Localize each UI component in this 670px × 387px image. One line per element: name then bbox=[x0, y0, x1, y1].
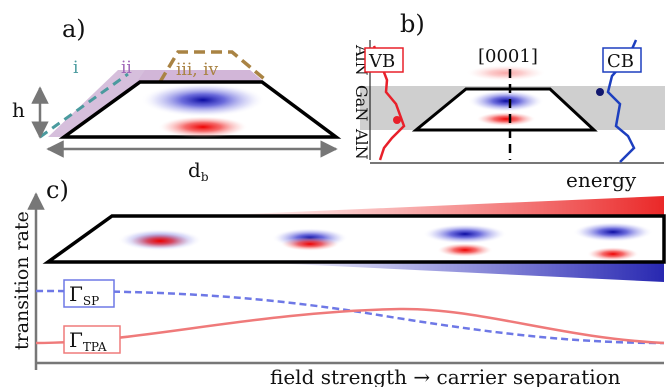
label-iii-iv: iii, iv bbox=[176, 60, 219, 80]
energy-label: energy bbox=[566, 168, 637, 192]
hole-marker bbox=[393, 116, 401, 124]
hole-wavefunction-b bbox=[476, 112, 536, 126]
hole-upper-fade bbox=[466, 65, 546, 81]
panel-b: b) AlN GaN AlN [0001] VB CB energy bbox=[352, 10, 665, 192]
growth-axis-label: [0001] bbox=[478, 46, 538, 67]
wave-pair-2-hole bbox=[280, 237, 340, 251]
field-blue-wedge bbox=[250, 262, 664, 282]
outline-iii-iv-dashed bbox=[158, 50, 270, 84]
wave-pair-1-hole bbox=[128, 233, 192, 249]
layer-aln-bottom: AlN bbox=[352, 128, 371, 160]
electron-wavefunction-b bbox=[468, 90, 544, 112]
vb-label-box bbox=[364, 47, 404, 73]
wave-pair-4-electron bbox=[573, 222, 653, 242]
label-ii: ii bbox=[121, 58, 132, 78]
electron-wavefunction-a bbox=[141, 83, 265, 117]
dot-trapezoid-long bbox=[42, 214, 666, 264]
gamma-sp-label-box bbox=[63, 279, 115, 308]
outline-i-dashed bbox=[39, 72, 129, 139]
electron-marker bbox=[596, 88, 604, 96]
vb-label: VB bbox=[368, 51, 395, 72]
base-label: db bbox=[188, 158, 209, 184]
gamma-tpa-label: ΓTPA bbox=[69, 328, 107, 354]
gamma-tpa-label-box bbox=[63, 325, 121, 354]
wave-pair-3-hole bbox=[437, 243, 493, 257]
wave-pair-3-electron bbox=[423, 224, 507, 244]
panel-a-label: a) bbox=[62, 15, 86, 43]
panel-c-label: c) bbox=[46, 176, 69, 204]
cb-label: CB bbox=[607, 51, 634, 72]
wave-pair-4-hole bbox=[587, 247, 639, 261]
panel-a: a) i ii iii, iv h db bbox=[12, 15, 342, 184]
panel-b-label: b) bbox=[400, 10, 425, 38]
cb-label-box bbox=[602, 47, 642, 73]
label-i: i bbox=[73, 58, 79, 78]
hole-wavefunction-a bbox=[158, 116, 248, 138]
height-label: h bbox=[12, 98, 25, 122]
gamma-tpa-curve bbox=[35, 307, 665, 345]
panel-c: c) transition rate field strength → carr… bbox=[11, 176, 666, 387]
field-red-wedge bbox=[200, 196, 664, 216]
gamma-sp-curve bbox=[35, 289, 665, 345]
y-axis-label: transition rate bbox=[11, 211, 33, 350]
layer-gan: GaN bbox=[352, 85, 371, 121]
x-axis-label: field strength → carrier separation bbox=[270, 365, 621, 387]
gamma-sp-label: ΓSP bbox=[69, 282, 99, 308]
